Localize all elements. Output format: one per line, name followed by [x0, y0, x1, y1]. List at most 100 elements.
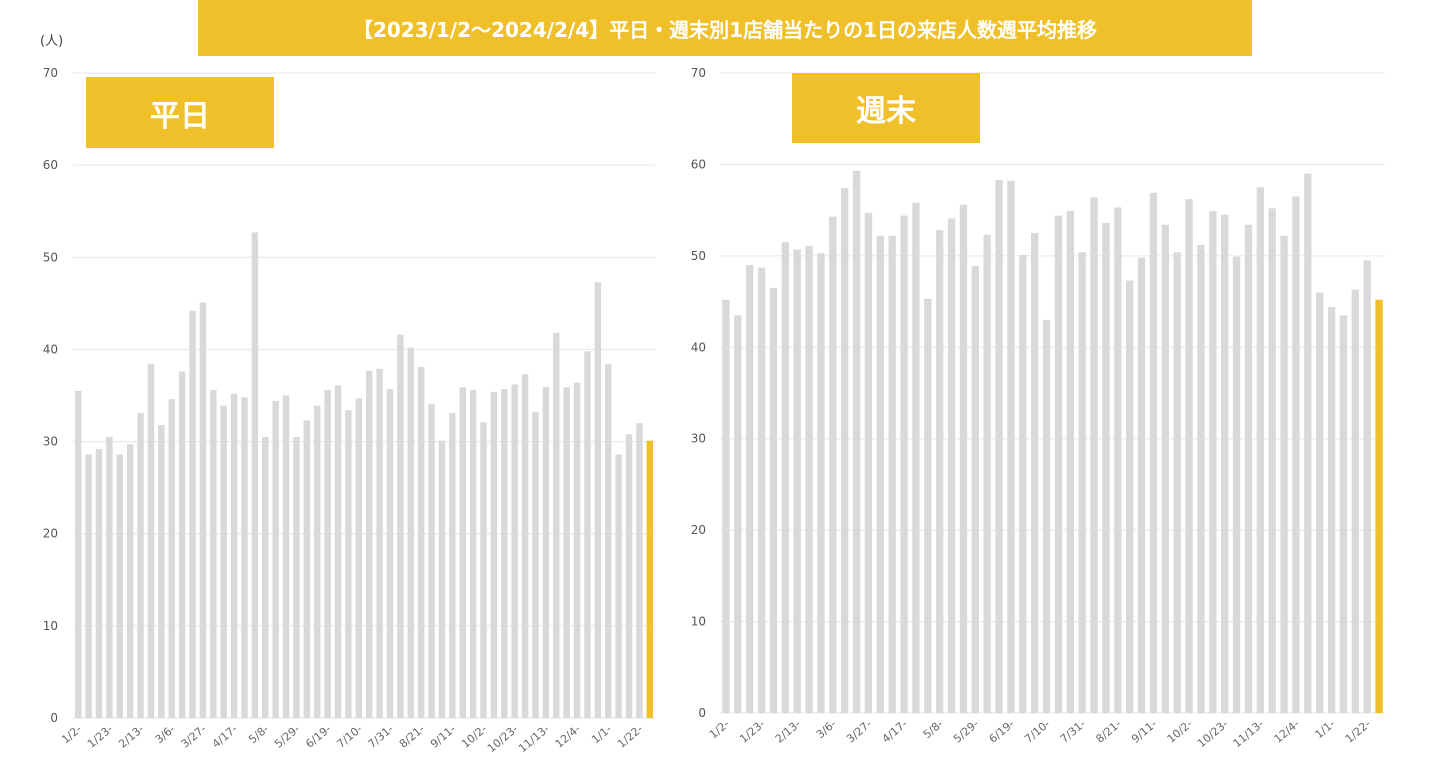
- bar: [1185, 199, 1193, 713]
- bar: [1316, 292, 1324, 713]
- bar: [781, 242, 789, 713]
- bar: [1102, 222, 1110, 713]
- bar: [936, 230, 944, 713]
- bar: [511, 384, 518, 718]
- bar: [947, 218, 956, 713]
- bar: [983, 234, 991, 714]
- bar: [584, 351, 591, 718]
- bar: [1149, 192, 1158, 713]
- x-tick-label: 6/19-: [987, 717, 1017, 745]
- bar: [532, 412, 539, 718]
- x-tick-label: 1/1-: [1313, 717, 1338, 741]
- y-tick-label: 50: [691, 249, 706, 263]
- x-tick-label: 8/21-: [1093, 717, 1123, 745]
- x-tick-label: 1/22-: [1343, 717, 1373, 745]
- bar-latest: [646, 440, 654, 718]
- bar: [1244, 224, 1253, 713]
- bar: [199, 302, 207, 718]
- bar: [106, 436, 113, 718]
- bar: [757, 267, 766, 713]
- bar: [397, 334, 404, 718]
- x-tick-label: 3/6-: [814, 717, 839, 741]
- bar: [1007, 180, 1015, 713]
- x-tick-label: 12/4-: [1272, 717, 1302, 745]
- bar: [1256, 187, 1264, 714]
- x-tick-label: 10/23-: [1195, 717, 1231, 750]
- y-tick-label: 20: [691, 523, 706, 537]
- bar: [147, 364, 155, 718]
- bar: [817, 253, 825, 713]
- bar: [1351, 289, 1359, 713]
- bar: [74, 390, 82, 718]
- x-tick-label: 3/27-: [844, 717, 874, 745]
- bar: [438, 440, 446, 718]
- y-tick-label: 0: [50, 711, 58, 725]
- bar: [1173, 252, 1181, 713]
- bar: [1031, 233, 1039, 713]
- bar: [852, 170, 861, 714]
- chart-title: 【2023/1/2〜2024/2/4】平日・週末別1店舗当たりの1日の来店人数週…: [198, 0, 1252, 56]
- bar: [469, 389, 477, 718]
- x-tick-label: 5/8-: [921, 717, 946, 741]
- bar: [864, 212, 873, 713]
- bar: [95, 448, 103, 718]
- x-tick-label: 10/2-: [1165, 717, 1195, 745]
- bar: [1054, 215, 1063, 713]
- bar: [480, 422, 487, 718]
- bar: [805, 245, 813, 714]
- bar: [1292, 196, 1300, 713]
- x-tick-label: 4/17-: [880, 717, 910, 745]
- bar: [746, 265, 754, 713]
- bar: [924, 298, 932, 713]
- bar: [303, 420, 311, 718]
- weekend-panel-label: 週末: [792, 73, 980, 143]
- bar: [722, 299, 730, 713]
- bar: [1078, 252, 1086, 713]
- bar: [334, 385, 342, 718]
- bar: [1090, 197, 1098, 714]
- bar: [573, 382, 581, 718]
- bar: [841, 188, 849, 713]
- x-tick-label: 7/10-: [1022, 717, 1052, 745]
- bar: [428, 403, 435, 718]
- bar: [1280, 235, 1288, 713]
- x-tick-label: 9/11-: [1129, 717, 1159, 745]
- bar: [293, 436, 300, 718]
- bar: [85, 454, 92, 718]
- y-tick-label: 10: [43, 619, 58, 633]
- bar: [407, 347, 414, 718]
- bar: [1339, 315, 1348, 713]
- bar: [345, 410, 352, 718]
- bar: [501, 389, 508, 718]
- bar: [262, 436, 269, 718]
- bar: [594, 282, 602, 718]
- bar: [1209, 211, 1217, 714]
- x-tick-label: 5/29-: [951, 717, 981, 745]
- x-tick-label: 2/13-: [773, 717, 803, 745]
- bar: [449, 413, 456, 718]
- bar: [417, 366, 425, 718]
- bar: [178, 371, 186, 718]
- x-tick-label: 11/13-: [1231, 717, 1267, 750]
- bar: [1161, 224, 1169, 713]
- bar: [971, 265, 979, 713]
- bar: [888, 235, 896, 713]
- bar: [365, 370, 373, 718]
- y-tick-label: 60: [43, 158, 58, 172]
- bar: [995, 179, 1003, 713]
- bar: [625, 434, 633, 718]
- bar: [1232, 256, 1241, 713]
- bar: [912, 202, 920, 714]
- bar: [1197, 244, 1205, 713]
- bar: [189, 310, 196, 718]
- bar: [734, 315, 742, 713]
- y-unit-label: (人): [40, 34, 64, 49]
- bar: [314, 405, 321, 718]
- bar: [605, 364, 612, 718]
- bar: [168, 399, 175, 718]
- bar: [1363, 260, 1371, 713]
- bar: [1137, 257, 1146, 713]
